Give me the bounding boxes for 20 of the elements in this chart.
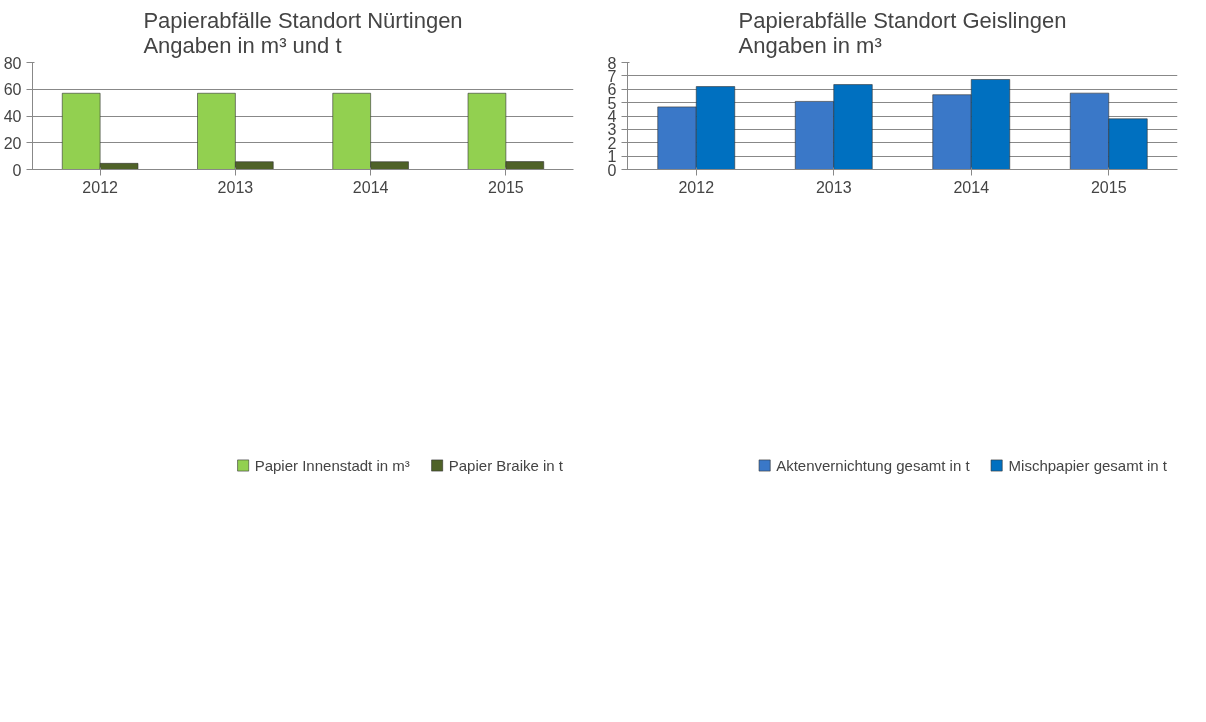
- chart-title: Papierabfälle Standort Geislingen Angaben in m³: [738, 7, 1067, 58]
- legend-label: Aktenvernichtung gesamt in t: [776, 456, 970, 474]
- legend-label: Papier Braike in t: [448, 456, 563, 474]
- x-tick-label: 2014: [352, 178, 389, 196]
- y-tick-label: 0: [607, 161, 617, 179]
- y-tick-label: 40: [3, 108, 22, 125]
- x-tick-label: 2012: [678, 178, 715, 196]
- legend-label: Mischpapier gesamt in t: [1008, 456, 1167, 474]
- x-tick-label: 2013: [217, 178, 254, 196]
- x-tick-label: 2012: [82, 178, 119, 196]
- y-tick-label: 0: [12, 161, 22, 179]
- x-tick-label: 2015: [1090, 178, 1127, 196]
- legend-label: Papier Innenstadt in m³: [254, 456, 410, 474]
- x-tick-label: 2015: [488, 178, 524, 196]
- y-tick-label: 20: [3, 134, 22, 152]
- chart-title: Papierabfälle Standort Nürtingen Angaben in m³ und t: [143, 7, 463, 58]
- x-tick-label: 2013: [815, 178, 852, 196]
- x-tick-label: 2014: [953, 178, 990, 196]
- y-tick-label: 60: [3, 81, 22, 99]
- y-tick-label: 80: [3, 54, 22, 72]
